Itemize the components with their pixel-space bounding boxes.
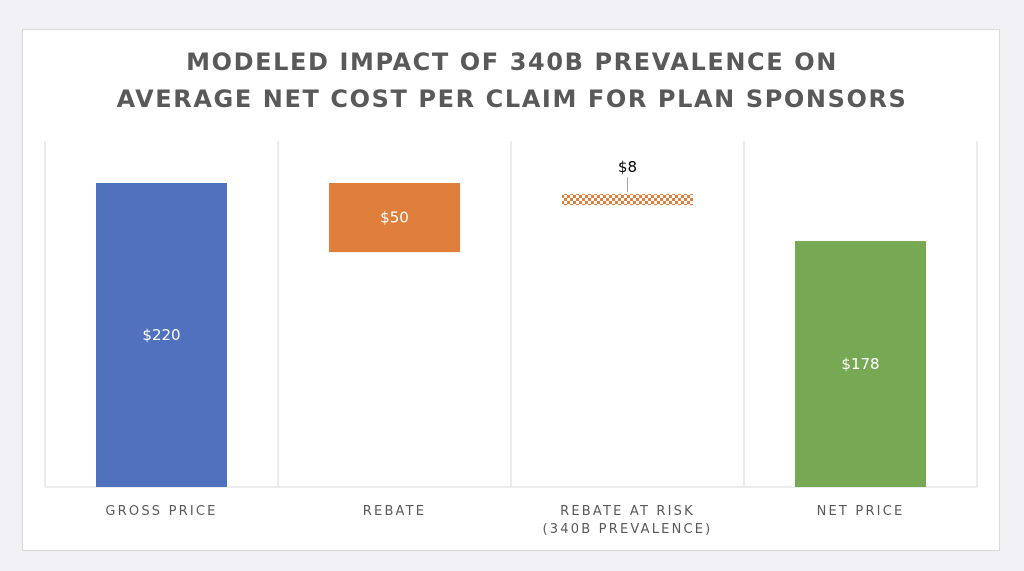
bar-3 bbox=[562, 194, 693, 206]
data-label-3: $8 bbox=[618, 158, 637, 176]
data-label-1: $220 bbox=[142, 326, 180, 344]
category-label-1: GROSS PRICE bbox=[105, 504, 217, 519]
plot-area: $220 GROSS PRICE $50 REBATE $8 REBATE AT RISK… bbox=[44, 141, 978, 537]
data-label-2: $50 bbox=[380, 209, 409, 227]
chart-title-line-1: MODELED IMPACT OF 340B PREVALENCE ON bbox=[186, 48, 838, 76]
bar-2 bbox=[329, 183, 460, 253]
category-label-4: NET PRICE bbox=[817, 504, 905, 519]
category-label-3: REBATE AT RISK bbox=[560, 504, 695, 519]
bar-1 bbox=[96, 183, 227, 487]
bar-4 bbox=[795, 241, 926, 487]
category-label-2: REBATE bbox=[363, 504, 426, 519]
chart-title-line-2: AVERAGE NET COST PER CLAIM FOR PLAN SPON… bbox=[116, 85, 908, 113]
chart-title: MODELED IMPACT OF 340B PREVALENCE ON AVE… bbox=[0, 44, 1024, 118]
category-label-3: (340B PREVALENCE) bbox=[543, 522, 713, 537]
data-label-4: $178 bbox=[841, 355, 879, 373]
